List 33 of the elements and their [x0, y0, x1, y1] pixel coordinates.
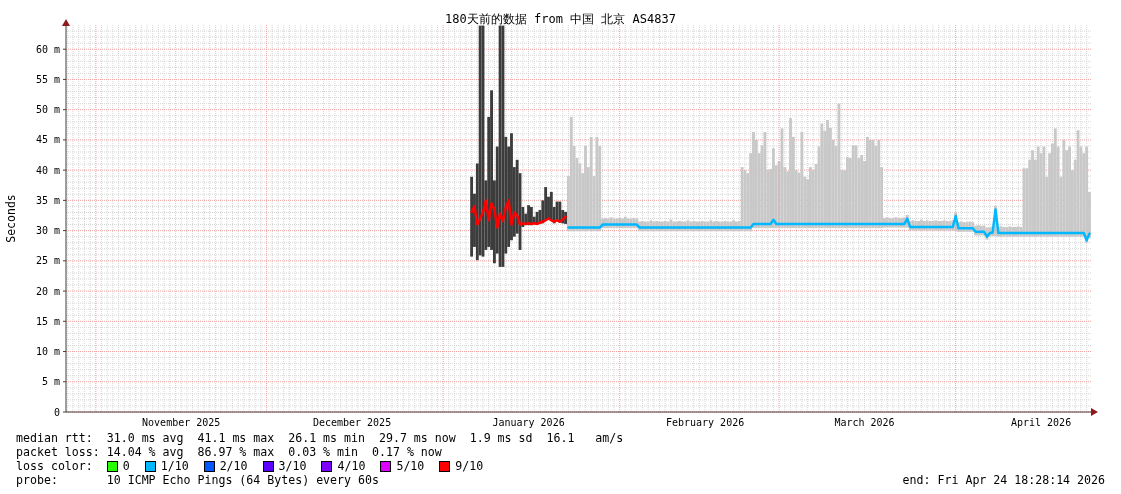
text: end: Fri Apr 24 18:28:14 2026 [902, 473, 1105, 487]
legend-label: 0 [122, 459, 130, 473]
y-tick-label: 5 m [41, 376, 60, 388]
legend-label: 1/10 [160, 459, 189, 473]
y-tick-label: 10 m [35, 346, 60, 358]
x-tick-label: April 2026 [1010, 416, 1072, 428]
y-tick-label: 60 m [35, 43, 60, 55]
y-tick-label: 45 m [35, 134, 60, 146]
y-axis-title: Seconds [4, 194, 18, 243]
chart-title: 180天前的数据 from 中国 北京 AS4837 [444, 11, 677, 27]
x-tick-label: November 2025 [142, 416, 221, 428]
legend-label: 4/10 [337, 459, 366, 473]
text: packet loss: 14.04 % avg 86.97 % max 0.03 % min 0.17 % now [16, 445, 442, 459]
y-tick-label: 0 [53, 406, 60, 418]
text: median rtt: 31.0 ms avg 41.1 ms max 26.1 ms min 29.7 ms now 1.9 ms sd 16.1 am/s [16, 431, 624, 445]
x-tick-label: March 2026 [834, 416, 895, 428]
y-tick-label: 20 m [35, 285, 60, 297]
y-tick-label: 25 m [35, 255, 60, 267]
legend-label: 2/10 [219, 459, 248, 473]
text: probe: 10 ICMP Echo Pings (64 Bytes) every 60s [16, 473, 379, 487]
x-tick-label: January 2026 [492, 416, 565, 428]
y-tick-label: 55 m [35, 73, 60, 85]
legend-title: loss color: [16, 459, 94, 473]
x-tick-label: February 2026 [665, 416, 745, 428]
legend-label: 5/10 [396, 459, 425, 473]
y-tick-label: 35 m [35, 194, 60, 206]
legend-label: 3/10 [278, 459, 307, 473]
x-tick-label: December 2025 [312, 416, 392, 428]
y-tick-label: 50 m [35, 104, 60, 116]
y-tick-label: 40 m [35, 164, 60, 176]
y-tick-label: 15 m [35, 315, 60, 327]
y-tick-label: 30 m [35, 225, 60, 237]
legend-label: 9/10 [455, 459, 484, 473]
